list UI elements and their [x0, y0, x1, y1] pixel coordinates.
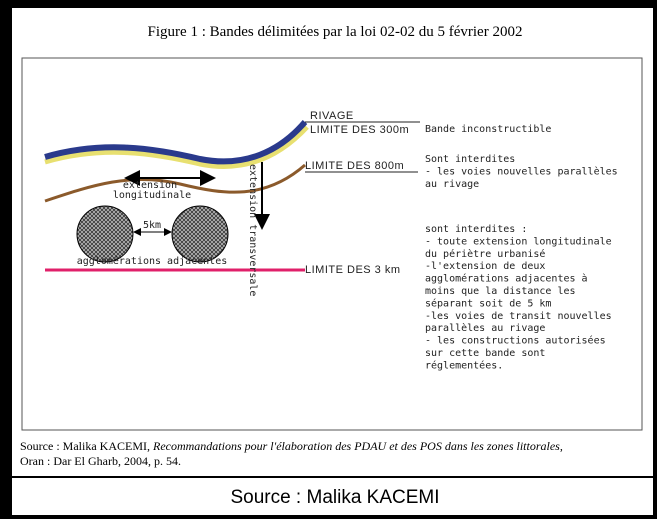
frame-bottom: [0, 515, 657, 519]
distance-label: 5km: [143, 220, 161, 231]
band-text: sur cette bande sont: [425, 348, 545, 359]
band-text: -les voies de transit nouvelles: [425, 311, 612, 322]
figure-title: Figure 1 : Bandes délimitées par la loi …: [148, 24, 523, 40]
extension-transversale-label: extension transversale: [247, 164, 258, 296]
figure-box: [21, 57, 643, 431]
band-text: du périètre urbanisé: [425, 248, 545, 260]
source-line: Oran : Dar El Gharb, 2004, p. 54.: [20, 454, 181, 468]
agglomeration: [171, 205, 229, 263]
band-text: séparant soit de 5 km: [425, 297, 551, 309]
frame-right: [653, 0, 657, 519]
band-text: Bande inconstructible: [425, 124, 551, 135]
extension-longitudinale-label: longitudinale: [113, 190, 191, 201]
agglomerations-label: agglomérations adjacentes: [77, 255, 228, 267]
agglomeration: [76, 205, 134, 263]
band-text: réglementées.: [425, 359, 503, 371]
band-text: Sont interdites: [425, 154, 515, 165]
band-text: -l'extension de deux: [425, 261, 545, 272]
frame-left: [0, 0, 12, 519]
yellow-band: [44, 125, 309, 169]
extension-longitudinale-label: extension: [123, 180, 177, 191]
band-text: - les voies nouvelles parallèles: [425, 165, 618, 177]
rivage-label: RIVAGE: [310, 110, 354, 122]
band-text: moins que la distance les: [425, 286, 576, 297]
band-text: - les constructions autorisées: [425, 335, 606, 347]
limit-300-label: LIMITE DES 300m: [310, 124, 409, 136]
caption: Source : Malika KACEMI: [230, 487, 439, 508]
source-author: Source : Malika KACEMI,: [20, 439, 153, 453]
band-text: sont interdites :: [425, 224, 527, 235]
band-text: au rivage: [425, 179, 479, 190]
limit-3km-label: LIMITE DES 3 km: [305, 264, 401, 276]
coast-line: [44, 120, 308, 165]
limit-800-label: LIMITE DES 800m: [305, 160, 404, 172]
band-text: parallèles au rivage: [425, 322, 545, 334]
frame-top: [0, 0, 657, 8]
band-text: agglomérations adjacentes à: [425, 273, 588, 285]
band-text: - toute extension longitudinale: [425, 236, 612, 247]
source-line: Source : Malika KACEMI, Recommandations …: [20, 439, 563, 453]
source-work: Recommandations pour l'élaboration des P…: [152, 439, 563, 453]
